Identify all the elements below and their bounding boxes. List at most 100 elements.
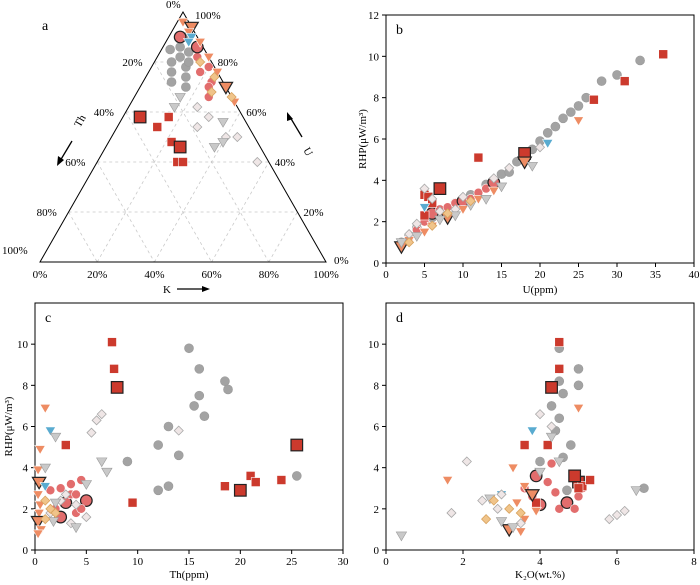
pink-circle-marker	[203, 62, 214, 72]
gray-circle-marker	[153, 440, 163, 450]
gray-circle-marker	[223, 384, 233, 395]
x-tick-label: 0	[383, 556, 389, 568]
tan-diamond-marker	[515, 507, 526, 519]
ternary-right-tick-label: 20%	[303, 207, 323, 219]
pink-circle-marker	[55, 483, 66, 494]
gray-triangle-marker	[217, 138, 229, 148]
red-square-marker	[554, 337, 565, 347]
pink-circle-marker	[573, 491, 584, 502]
light-diamond-marker	[203, 111, 214, 123]
blue-triangle-marker	[183, 38, 195, 48]
gray-triangle-marker	[545, 432, 558, 443]
ternary-bottom-tick-label: 40%	[144, 269, 164, 281]
ternary-corner-left-100: 100%	[2, 245, 28, 257]
tan-diamond-marker	[481, 514, 492, 525]
light-diamond-marker	[611, 509, 623, 521]
gray-triangle-marker	[395, 531, 408, 542]
x-tick-label: 10	[132, 556, 144, 568]
red-square-marker	[233, 483, 247, 497]
ternary-gridline	[68, 211, 98, 263]
ternary-axis-label-k: K	[163, 284, 171, 296]
red-square-marker	[163, 112, 174, 122]
red-square-marker	[545, 380, 558, 394]
y-axis-ticks: 0 2 4 6 8 10	[17, 339, 35, 557]
gray-triangle-marker	[49, 432, 62, 443]
light-diamond-marker	[461, 456, 472, 467]
orange-triangle-marker	[572, 404, 585, 414]
y-tick-label: 4	[374, 463, 380, 475]
y-tick-label: 6	[23, 422, 29, 434]
red-square-marker	[290, 438, 304, 452]
orange-triangle-marker	[194, 38, 206, 48]
red-square-marker	[433, 182, 447, 196]
gray-circle-marker	[199, 411, 210, 422]
panel-label-c: c	[45, 311, 51, 326]
light-diamond-marker	[232, 131, 243, 143]
orange-triangle-marker	[32, 529, 44, 540]
y-tick-label: 8	[374, 380, 380, 392]
red-square-marker	[542, 440, 553, 450]
gray-triangle-marker	[174, 93, 186, 103]
orange-triangle-marker	[518, 482, 531, 492]
light-diamond-marker	[492, 503, 503, 514]
red-square-marker	[658, 49, 669, 60]
red-square-marker	[60, 440, 71, 450]
light-diamond-marker	[419, 183, 430, 194]
tan-diamond-marker	[195, 56, 206, 68]
x-tick-label: 0	[383, 269, 389, 281]
light-diamond-marker	[504, 162, 515, 173]
gray-circle-marker	[166, 67, 177, 77]
gray-circle-marker	[291, 471, 302, 481]
orange-triangle-marker	[183, 28, 195, 38]
ternary-plot-a: 20% 40% 60% 80% 80% 60% 40% 20% 0% 20% 40% 60% 80% 10…	[2, 0, 349, 296]
ternary-gridline	[211, 161, 270, 263]
light-diamond-marker	[446, 507, 457, 519]
x-tick-label: 30	[612, 269, 624, 281]
pink-circle-marker	[550, 487, 561, 498]
x-tick-label: 15	[184, 556, 196, 568]
gray-circle-marker	[189, 401, 199, 411]
y-tick-label: 0	[23, 545, 29, 557]
red-square-marker	[568, 469, 582, 483]
y-tick-label: 10	[368, 339, 380, 351]
light-diamond-marker	[619, 505, 630, 516]
y-tick-label: 0	[374, 545, 380, 557]
ternary-corner-right-0: 0%	[334, 255, 349, 267]
ternary-right-tick-label: 80%	[218, 57, 238, 69]
gray-circle-marker	[612, 70, 622, 80]
pink-circle-marker	[542, 477, 553, 487]
x-tick-label: 20	[535, 269, 547, 281]
y-tick-label: 4	[374, 175, 380, 187]
scatter-points	[395, 337, 649, 542]
light-diamond-marker	[515, 518, 526, 529]
orange-triangle-marker	[34, 500, 46, 511]
ternary-arrow-th	[57, 140, 73, 166]
ternary-gridline	[96, 61, 212, 263]
gray-triangle-marker	[208, 143, 221, 153]
gray-circle-marker	[184, 343, 194, 354]
x-tick-label: 20	[235, 556, 247, 568]
red-square-marker	[220, 481, 230, 491]
gray-circle-marker	[573, 364, 584, 374]
x-tick-label: 4	[537, 556, 543, 568]
orange-triangle-marker	[34, 445, 46, 455]
x-tick-label: 8	[691, 556, 697, 568]
y-tick-label: 8	[23, 380, 29, 392]
red-square-marker	[152, 122, 163, 132]
ternary-gridline	[268, 211, 298, 263]
orange-triangle-marker	[524, 489, 541, 503]
gray-triangle-marker	[480, 195, 492, 205]
ternary-bottom-tick-label: 100%	[313, 269, 339, 281]
light-diamond-marker	[81, 512, 92, 523]
light-diamond-marker	[192, 121, 203, 133]
panel-label-a: a	[42, 19, 49, 34]
orange-triangle-marker	[33, 509, 45, 519]
orange-triangle-marker	[472, 195, 485, 205]
tan-diamond-marker	[427, 220, 438, 231]
tan-diamond-marker	[40, 514, 51, 525]
gray-circle-marker	[173, 450, 184, 461]
y-tick-label: 6	[374, 134, 380, 146]
tan-diamond-marker	[404, 237, 415, 248]
gray-triangle-marker	[449, 211, 461, 222]
pink-circle-marker	[195, 67, 205, 77]
